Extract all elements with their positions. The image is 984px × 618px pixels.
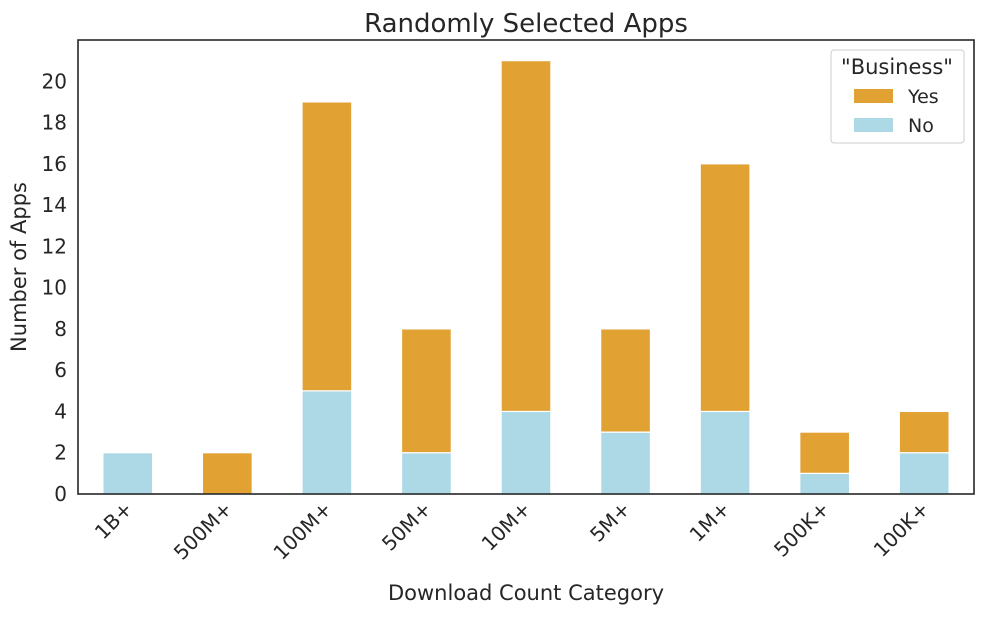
plot-frame [77,39,975,495]
legend: "Business" Yes No [830,49,965,144]
bar-yes [799,431,851,474]
y-tick-label: 6 [54,358,67,382]
bar-yes [400,328,452,454]
bar-yes [699,163,751,413]
bar-no [400,452,452,495]
y-tick-label: 14 [42,193,67,217]
legend-swatch-yes [854,89,893,103]
x-axis-label: Download Count Category [388,581,664,605]
legend-title: "Business" [841,55,953,79]
bar-yes [301,101,353,392]
bar-no [799,472,851,495]
bar-yes [201,452,253,495]
x-tick-label: 10M+ [477,497,536,556]
bar-no [699,410,751,495]
x-tick-label: 1M+ [685,497,735,547]
bar-yes [600,328,652,433]
legend-label-no: No [908,115,934,137]
x-tick-label: 100M+ [268,497,336,565]
bar-no [600,431,652,495]
bar-no [301,390,353,495]
y-tick-label: 12 [42,234,67,258]
y-tick-label: 20 [42,69,67,93]
y-tick-label: 2 [54,441,67,465]
y-tick-label: 4 [54,399,67,423]
x-tick-label: 5M+ [585,497,635,547]
x-tick-label: 500M+ [169,497,237,565]
legend-swatch-no [854,118,893,132]
bar-no [102,452,154,495]
x-tick-label: 500K+ [769,497,834,562]
bar-no [500,410,552,495]
y-tick-label: 10 [42,276,67,300]
chart-title: Randomly Selected Apps [364,9,688,39]
bar-yes [898,410,950,454]
bar-yes [500,60,552,413]
x-tick-label: 50M+ [377,497,436,556]
x-tick-label: 1B+ [90,497,138,545]
bar-no [898,452,950,495]
y-axis-label: Number of Apps [7,182,31,352]
x-tick-label: 100K+ [869,497,934,562]
legend-label-yes: Yes [907,86,939,108]
y-tick-label: 18 [42,111,67,135]
y-tick-label: 8 [54,317,67,341]
y-tick-label: 16 [42,152,67,176]
y-tick-label: 0 [54,482,67,506]
